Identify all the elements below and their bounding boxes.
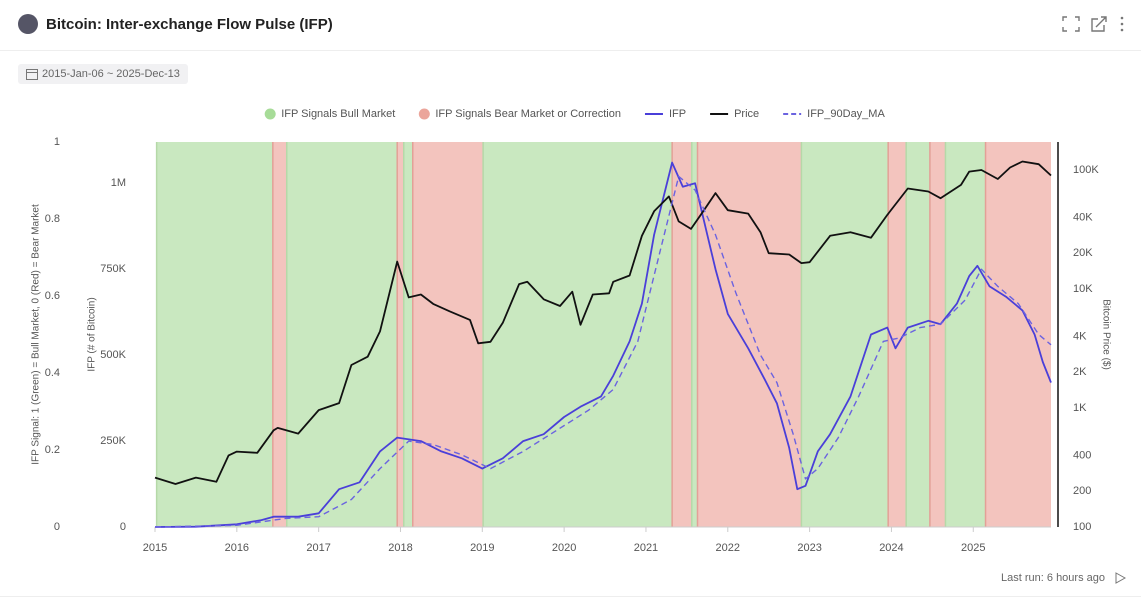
- y2-tick-label: 100K: [1073, 164, 1099, 176]
- y2-tick-label: 1K: [1073, 402, 1087, 414]
- date-range-text: 2015-Jan-06 ~ 2025-Dec-13: [42, 68, 180, 80]
- y2-tick-label: 100: [1073, 521, 1091, 533]
- x-tick-label: 2025: [961, 542, 985, 554]
- y2-axis-title: Bitcoin Price ($): [1100, 299, 1111, 370]
- x-tick-label: 2018: [388, 542, 412, 554]
- signal-tick-label: 0.4: [45, 367, 60, 379]
- signal-region: [403, 142, 413, 527]
- legend-label: Price: [734, 108, 759, 120]
- series-line: [154, 160, 1052, 485]
- y2-tick-label: 20K: [1073, 247, 1093, 259]
- x-tick-label: 2015: [143, 542, 167, 554]
- y2-tick-label: 10K: [1073, 283, 1093, 295]
- y-tick-label: 1M: [111, 177, 126, 189]
- signal-region: [483, 142, 673, 527]
- x-tick-label: 2020: [552, 542, 576, 554]
- x-tick-label: 2016: [225, 542, 249, 554]
- signal-region: [801, 142, 889, 527]
- signal-axis-title: IFP Signal: 1 (Green) = Bull Market, 0 (…: [31, 204, 42, 465]
- signal-region: [985, 142, 1051, 527]
- legend: IFP Signals Bull Market IFP Signals Bear …: [264, 108, 885, 120]
- signal-region: [672, 142, 692, 527]
- legend-label: IFP Signals Bear Market or Correction: [435, 108, 621, 120]
- header: Bitcoin: Inter-exchange Flow Pulse (IFP): [0, 0, 1141, 51]
- x-tick-label: 2021: [634, 542, 658, 554]
- signal-tick-label: 0.2: [45, 444, 60, 456]
- signal-region: [906, 142, 930, 527]
- signal-region: [412, 142, 484, 527]
- legend-label: IFP: [669, 108, 686, 120]
- signal-tick-label: 0: [54, 521, 60, 533]
- y-tick-label: 250K: [100, 435, 126, 447]
- run-icon[interactable]: [1114, 572, 1126, 584]
- signal-region: [945, 142, 986, 527]
- x-tick-label: 2017: [306, 542, 330, 554]
- fullscreen-icon[interactable]: [1062, 16, 1080, 32]
- signal-region: [929, 142, 946, 527]
- date-range[interactable]: 2015-Jan-06 ~ 2025-Dec-13: [18, 64, 188, 84]
- open-icon[interactable]: [1091, 16, 1107, 32]
- x-tick-label: 2022: [716, 542, 740, 554]
- signal-region: [697, 142, 802, 527]
- divider: [0, 596, 1141, 597]
- y2-tick-label: 4K: [1073, 330, 1087, 342]
- signal-tick-label: 0.6: [45, 290, 60, 302]
- series-line: [154, 175, 1052, 528]
- x-tick-label: 2024: [879, 542, 903, 554]
- y2-tick-label: 200: [1073, 485, 1091, 497]
- calendar-icon: [26, 69, 38, 80]
- avatar: [18, 14, 38, 34]
- legend-label: IFP_90Day_MA: [807, 108, 885, 120]
- chart: cryptoquant 2015201620172018201920202021…: [31, 108, 1112, 554]
- legend-swatch: [418, 108, 430, 120]
- x-tick-label: 2023: [797, 542, 821, 554]
- signal-region: [272, 142, 287, 527]
- y2-tick-label: 400: [1073, 449, 1091, 461]
- y-tick-label: 500K: [100, 349, 126, 361]
- signal-region: [888, 142, 907, 527]
- y2-tick-label: 2K: [1073, 366, 1087, 378]
- signal-tick-label: 0.8: [45, 213, 60, 225]
- signal-tick-label: 1: [54, 136, 60, 148]
- signal-region: [691, 142, 698, 527]
- signal-region: [156, 142, 273, 527]
- toolbar-icons[interactable]: [1060, 14, 1140, 34]
- signal-region: [286, 142, 398, 527]
- legend-swatch: [264, 108, 276, 120]
- x-tick-label: 2019: [470, 542, 494, 554]
- menu-icon[interactable]: [1120, 16, 1124, 32]
- signal-region: [397, 142, 404, 527]
- y-tick-label: 750K: [100, 263, 126, 275]
- legend-label: IFP Signals Bull Market: [281, 108, 395, 120]
- chart-title: Bitcoin: Inter-exchange Flow Pulse (IFP): [46, 16, 333, 33]
- y2-tick-label: 40K: [1073, 211, 1093, 223]
- last-run: Last run: 6 hours ago: [1001, 572, 1105, 584]
- y-axis-title: IFP (# of Bitcoin): [87, 297, 98, 371]
- y-tick-label: 0: [120, 521, 126, 533]
